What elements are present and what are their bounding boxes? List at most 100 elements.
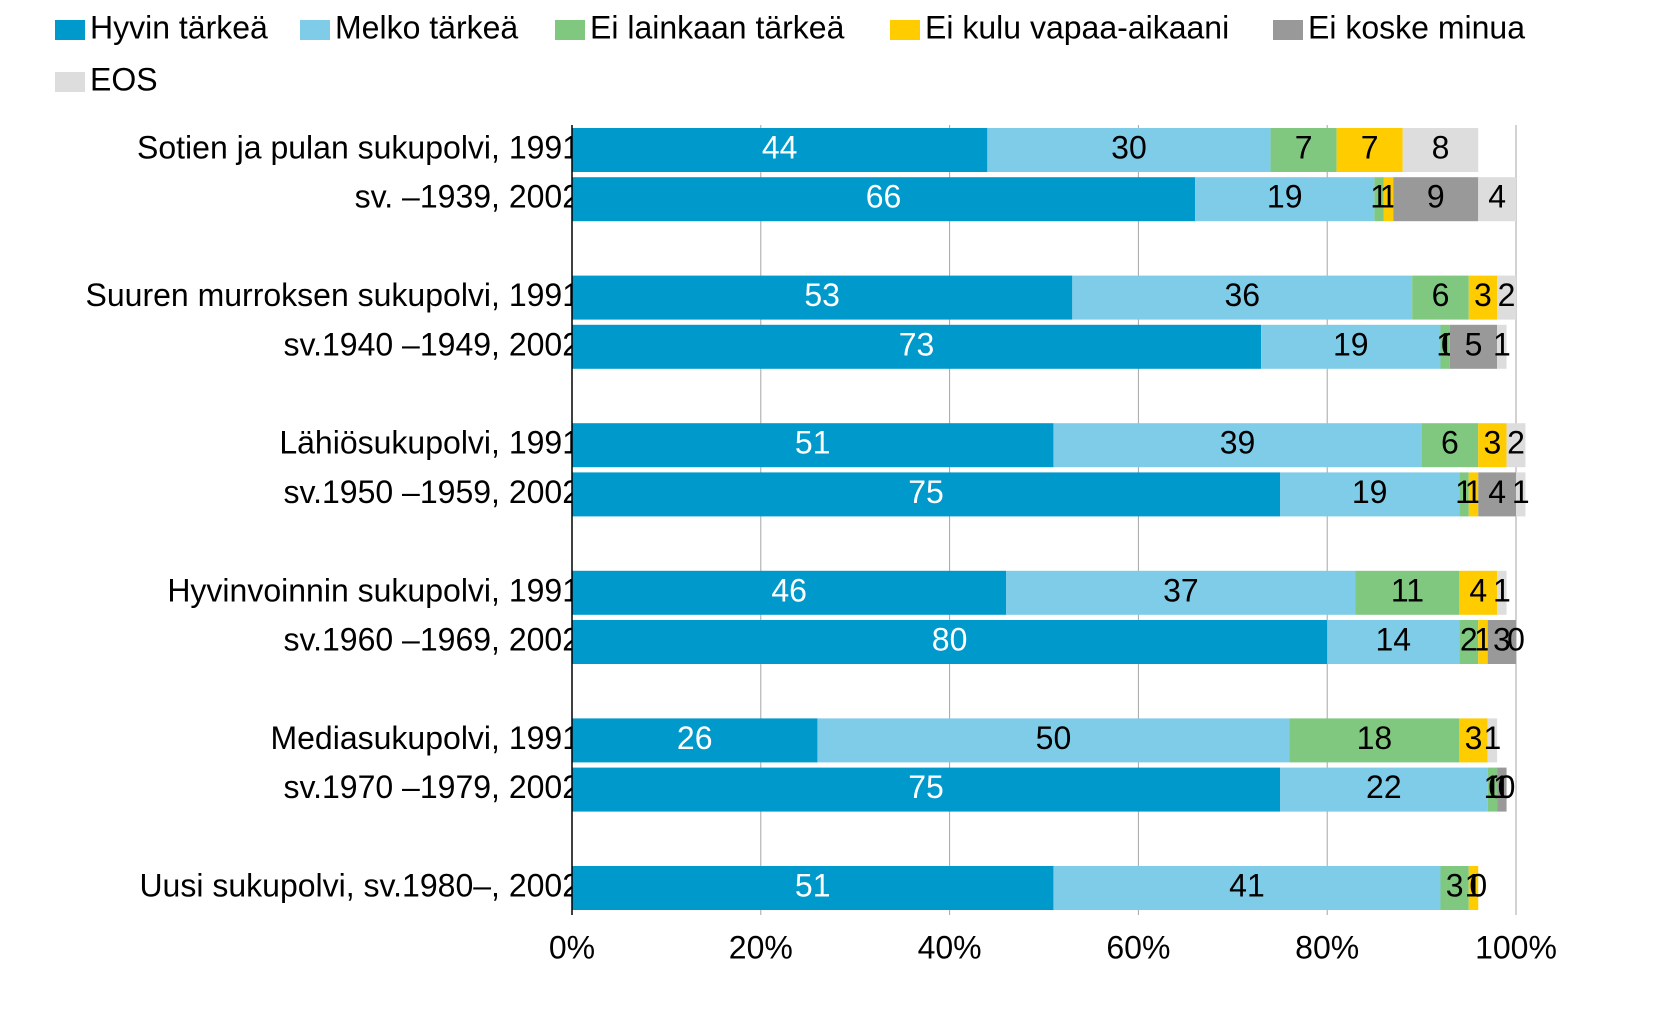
data-label: 0 (1498, 769, 1516, 805)
data-label: 0 (1507, 621, 1525, 657)
data-label: 11 (1391, 572, 1424, 608)
bar-segment (1327, 620, 1460, 664)
bar-segment (1270, 128, 1337, 172)
bar-segment (572, 128, 988, 172)
bar-segment (572, 275, 1073, 320)
bar-segment (572, 718, 818, 763)
bar-segment (1280, 767, 1488, 812)
bar-segment (1336, 128, 1403, 172)
bar-segment (1421, 423, 1479, 468)
data-label: 37 (1163, 572, 1199, 608)
bar-segment (1487, 767, 1498, 812)
data-label: 1 (1380, 179, 1398, 215)
x-tick-label: 80% (1295, 929, 1359, 965)
y-tick-label: Uusi sukupolvi, sv.1980–, 2002 (139, 867, 580, 903)
bar-segment (1459, 472, 1469, 517)
data-label: 7 (1361, 129, 1379, 165)
data-label: 7 (1295, 129, 1313, 165)
legend-swatch (55, 20, 85, 40)
data-label: 53 (804, 277, 840, 313)
data-label: 18 (1357, 720, 1393, 756)
bar-segment (572, 324, 1262, 369)
x-tick-label: 40% (918, 929, 982, 965)
data-label: 1 (1465, 867, 1483, 903)
bar-segment (817, 718, 1290, 763)
legend-label: Ei koske minua (1308, 9, 1525, 45)
bar-segment (1440, 866, 1469, 910)
legend-swatch (300, 20, 330, 40)
data-label: 1 (1370, 179, 1388, 215)
data-label: 50 (1036, 720, 1072, 756)
bar-segment (1497, 767, 1507, 812)
data-label: 1 (1484, 769, 1502, 805)
bar-segment (1459, 718, 1488, 763)
legend-label: Hyvin tärkeä (90, 9, 268, 45)
bar-segment (1478, 177, 1516, 222)
bar-segment (1468, 472, 1479, 517)
x-tick-label: 100% (1475, 929, 1557, 965)
bar-segment (1468, 275, 1498, 320)
data-label: 8 (1432, 129, 1450, 165)
data-label: 3 (1474, 277, 1492, 313)
data-label: 2 (1507, 425, 1525, 461)
data-label: 41 (1229, 867, 1265, 903)
data-label: 0 (1469, 867, 1487, 903)
bar-segment (1506, 423, 1526, 468)
data-label: 75 (908, 769, 944, 805)
bar-segment (1412, 275, 1469, 320)
y-tick-label: sv. –1939, 2002 (355, 179, 580, 215)
data-label: 51 (795, 425, 831, 461)
bar-segment (1280, 472, 1460, 517)
data-label: 1 (1512, 474, 1530, 510)
data-label: 51 (795, 867, 831, 903)
data-label: 46 (771, 572, 807, 608)
bar-segment (1468, 866, 1479, 910)
data-label: 44 (762, 129, 798, 165)
y-tick-label: Sotien ja pulan sukupolvi, 1991 (137, 129, 580, 165)
bar-segment (1516, 472, 1526, 517)
bar-segment (1383, 177, 1394, 222)
bar-segment (1487, 718, 1498, 763)
legend-label: Melko tärkeä (335, 9, 518, 45)
data-label: 3 (1493, 621, 1511, 657)
data-label: 1 (1465, 474, 1483, 510)
data-label: 3 (1484, 425, 1502, 461)
y-tick-label: sv.1970 –1979, 2002 (283, 769, 580, 805)
legend-label: EOS (90, 61, 158, 97)
data-label: 73 (899, 326, 935, 362)
bar-segment (572, 866, 1054, 910)
bar-segment (1497, 324, 1507, 369)
bar-segment (572, 620, 1328, 664)
y-tick-label: sv.1960 –1969, 2002 (283, 621, 580, 657)
data-label: 4 (1488, 474, 1506, 510)
bar-segment (1478, 423, 1507, 468)
x-tick-label: 20% (729, 929, 793, 965)
data-label: 19 (1352, 474, 1388, 510)
bar-segment (1449, 324, 1498, 369)
bar-segment (572, 570, 1007, 615)
y-tick-label: Suuren murroksen sukupolvi, 1991 (86, 277, 581, 313)
bar-segment (1374, 177, 1384, 222)
data-label: 1 (1455, 474, 1473, 510)
data-label: 39 (1220, 425, 1256, 461)
bar-segment (1402, 128, 1479, 172)
data-label: 1 (1493, 326, 1511, 362)
data-label: 1 (1436, 326, 1454, 362)
bar-segment (1006, 570, 1356, 615)
legend-label: Ei kulu vapaa-aikaani (925, 9, 1229, 45)
bar-segment (572, 177, 1196, 222)
data-label: 2 (1460, 621, 1478, 657)
data-label: 3 (1446, 867, 1464, 903)
data-label: 5 (1465, 326, 1483, 362)
legend-swatch (55, 72, 85, 92)
data-label: 1 (1474, 621, 1492, 657)
legend-swatch (555, 20, 585, 40)
legend-swatch (890, 20, 920, 40)
data-label: 30 (1111, 129, 1147, 165)
bar-segment (1440, 324, 1450, 369)
bar-segment (1487, 620, 1516, 664)
data-label: 1 (1493, 769, 1511, 805)
bar-segment (1393, 177, 1479, 222)
data-label: 66 (866, 179, 902, 215)
legend-swatch (1273, 20, 1303, 40)
